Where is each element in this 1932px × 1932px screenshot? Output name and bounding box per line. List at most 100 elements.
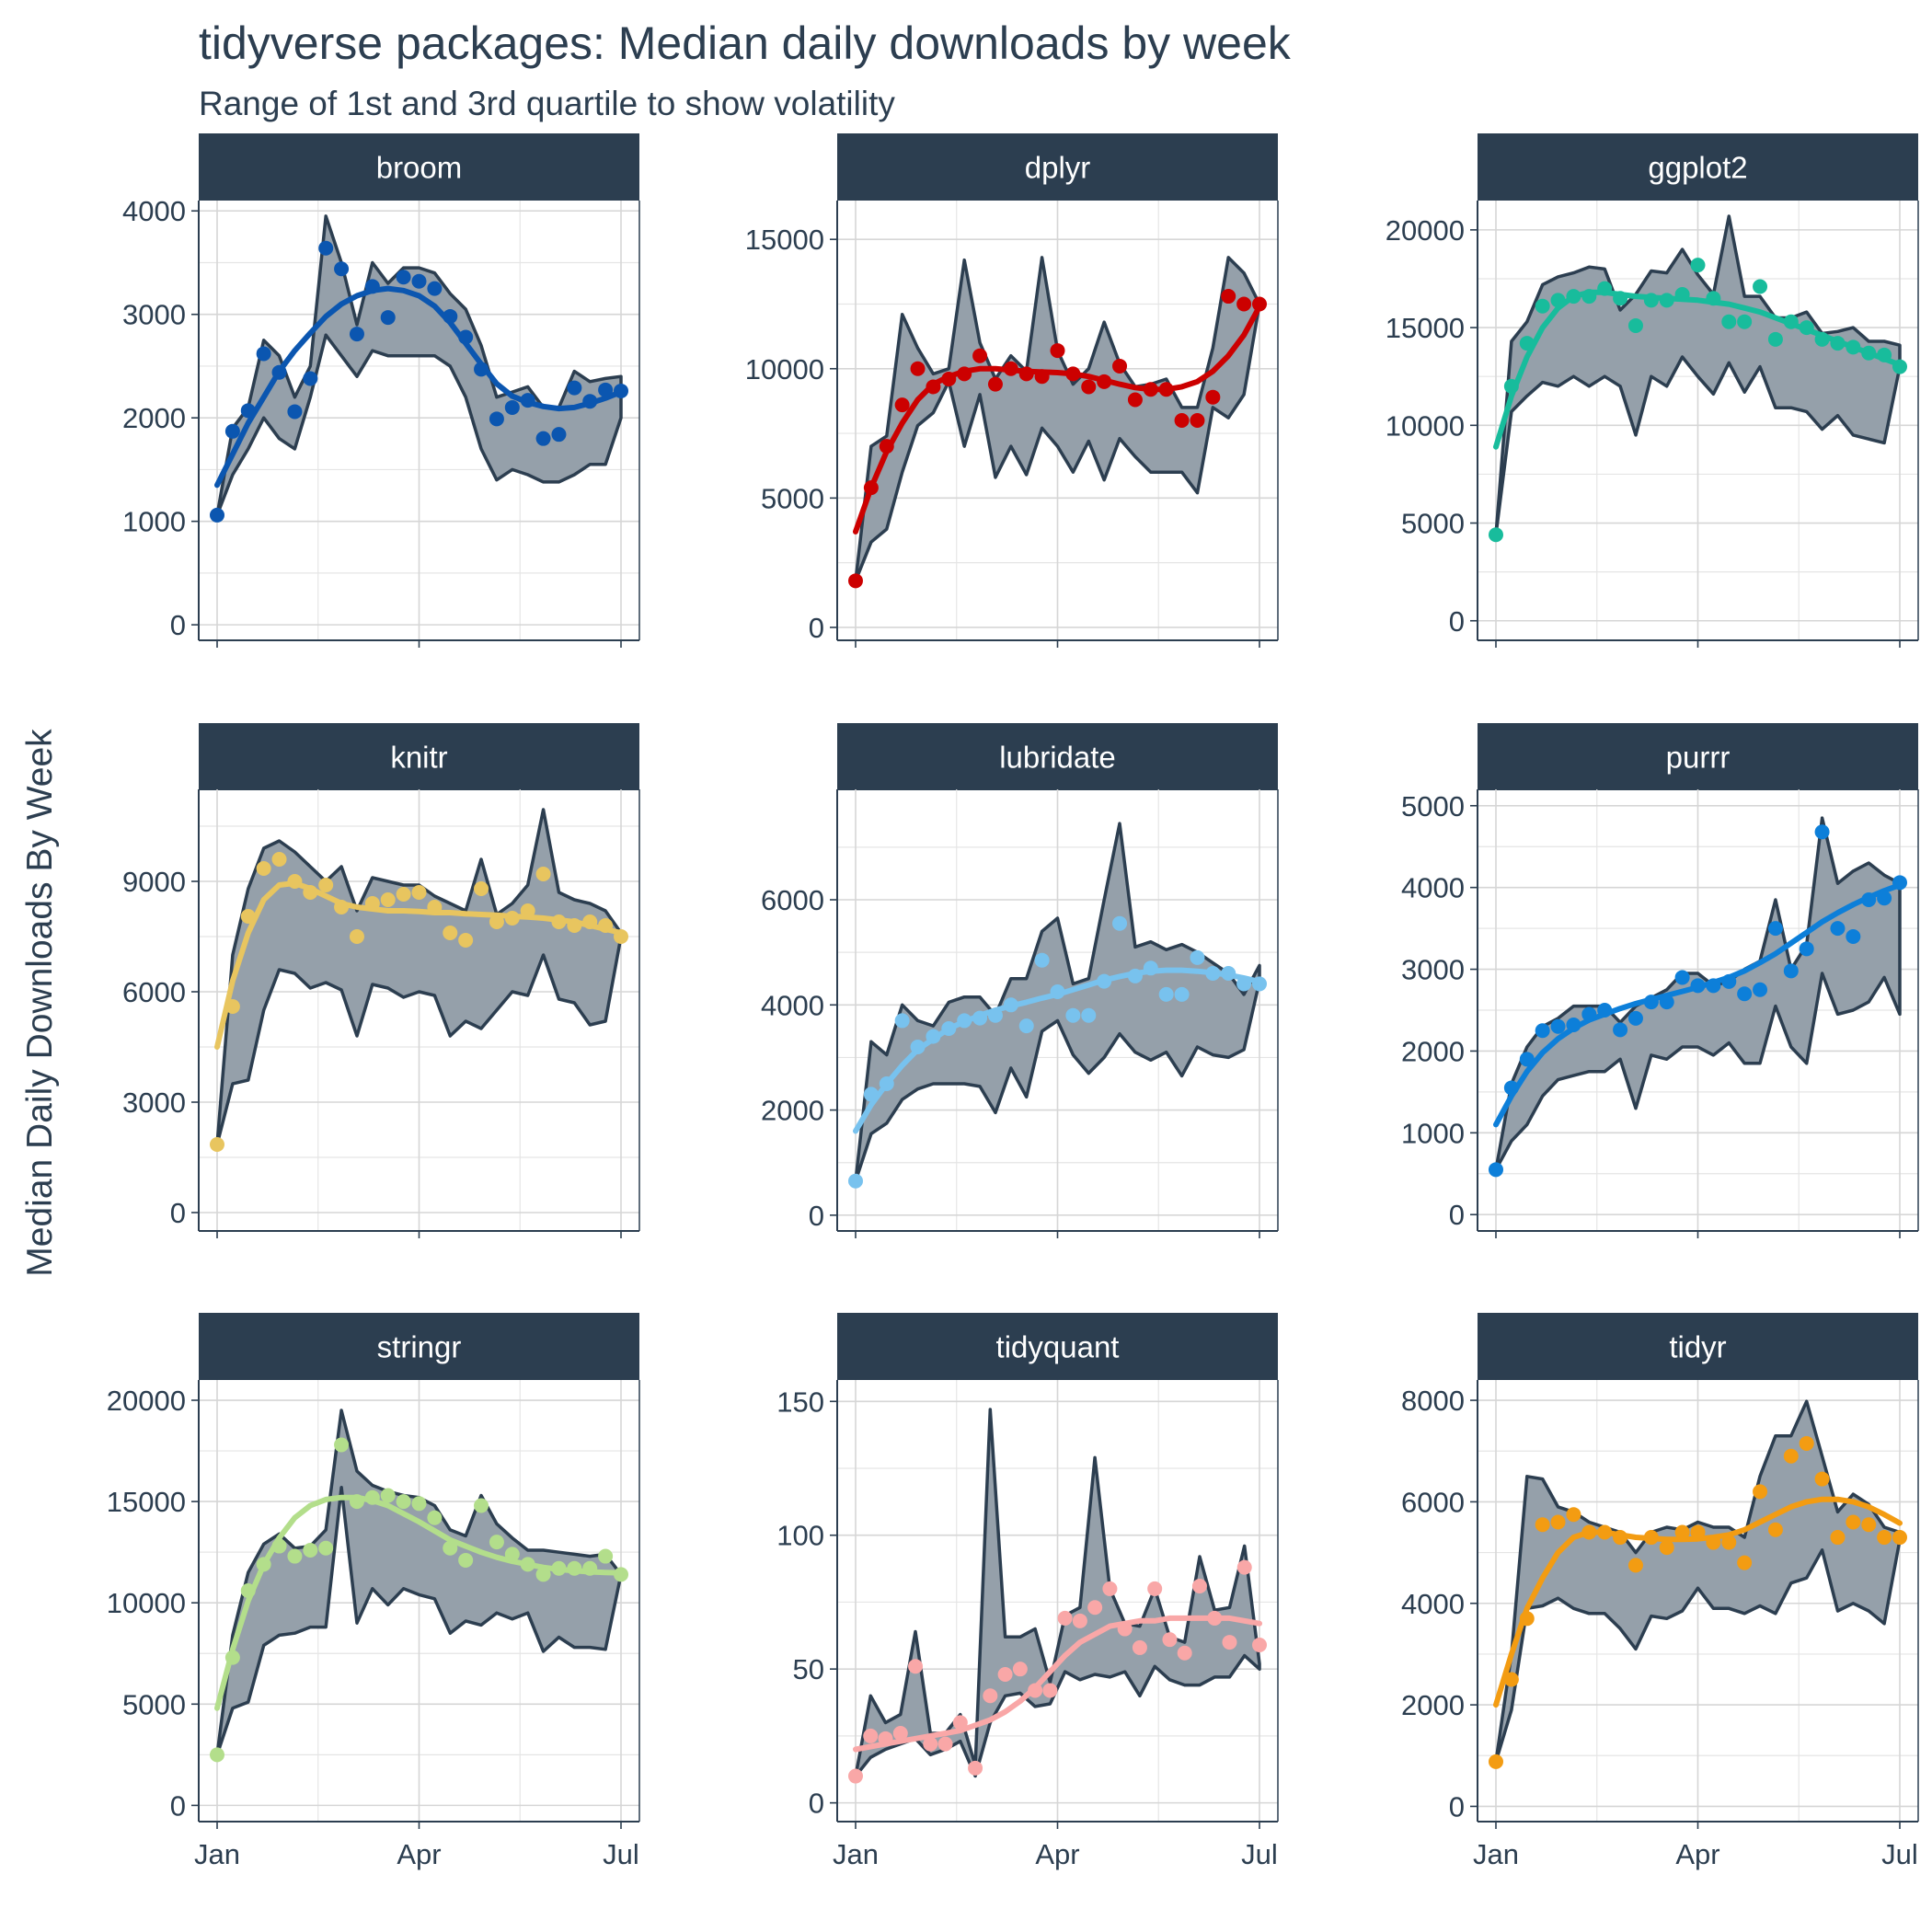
y-tick-label: 10000 <box>745 353 824 385</box>
median-point <box>1627 1558 1643 1573</box>
median-point <box>287 1548 303 1564</box>
facet-strip-ggplot2 <box>1478 133 1918 201</box>
median-point <box>1158 986 1174 1002</box>
median-point <box>1535 298 1550 314</box>
median-point <box>1783 963 1799 979</box>
median-point <box>318 878 334 892</box>
median-point <box>411 885 427 900</box>
median-point <box>380 310 396 326</box>
median-point <box>937 1736 953 1752</box>
median-point <box>1112 915 1128 931</box>
y-tick-label: 2000 <box>1401 1035 1465 1067</box>
median-point <box>598 382 614 397</box>
median-point <box>1814 824 1830 840</box>
facet-strip-lubridate <box>837 723 1278 790</box>
median-point <box>1721 973 1737 989</box>
median-point <box>1846 1514 1861 1530</box>
median-point <box>1065 366 1081 382</box>
y-tick-label: 0 <box>170 1197 186 1229</box>
median-point <box>1143 382 1158 397</box>
median-point <box>443 926 458 940</box>
y-tick-label: 4000 <box>1401 872 1465 904</box>
median-point <box>1830 921 1846 937</box>
x-tick-label: Jul <box>603 1838 639 1870</box>
median-point <box>458 1552 474 1568</box>
median-point <box>1519 336 1535 351</box>
y-tick-label: 2000 <box>122 402 186 434</box>
median-point <box>1028 1683 1043 1698</box>
y-tick-label: 0 <box>170 609 186 641</box>
median-point <box>1737 314 1753 329</box>
median-point <box>1830 336 1846 351</box>
trend-line <box>853 1615 1262 1753</box>
median-point <box>1003 361 1018 376</box>
facet-panel-ggplot2: ggplot2 0 5000 10000 15000 20000 <box>1386 133 1919 648</box>
median-point <box>504 1547 520 1562</box>
median-point <box>1065 1007 1081 1023</box>
median-point <box>551 427 567 443</box>
median-point <box>926 1029 941 1044</box>
median-point <box>878 1731 893 1746</box>
median-point <box>1877 891 1892 906</box>
median-point <box>535 431 551 446</box>
median-point <box>240 909 256 924</box>
median-point <box>1205 389 1221 405</box>
median-point <box>427 900 443 914</box>
median-point <box>1892 875 1907 891</box>
median-point <box>256 1557 271 1572</box>
y-tick-label: 9000 <box>122 866 186 898</box>
median-point <box>968 1760 983 1776</box>
median-point <box>894 397 910 413</box>
y-tick-label: 10000 <box>107 1587 186 1619</box>
median-point <box>1767 921 1783 937</box>
median-point <box>1799 320 1814 336</box>
y-tick-label: 1000 <box>1401 1117 1465 1149</box>
median-point <box>1753 279 1768 294</box>
median-point <box>567 918 582 933</box>
median-point <box>240 403 256 419</box>
median-point <box>1737 986 1753 1002</box>
median-point <box>334 261 350 277</box>
median-point <box>1535 1517 1550 1533</box>
y-tick-label: 0 <box>170 1789 186 1822</box>
median-point <box>1566 289 1581 305</box>
x-tick-label: Apr <box>397 1838 441 1870</box>
median-point <box>1252 1638 1267 1652</box>
x-tick-label: Jan <box>194 1838 240 1870</box>
median-point <box>256 861 271 876</box>
median-point <box>535 867 551 881</box>
median-point <box>458 329 474 345</box>
y-tick-label: 5000 <box>1401 790 1465 822</box>
median-point <box>1690 978 1706 994</box>
median-point <box>1102 1581 1118 1596</box>
median-point <box>1236 1559 1252 1575</box>
facet-panel-dplyr: dplyr 0 5000 10000 15000 <box>745 133 1279 648</box>
median-point <box>334 1437 350 1453</box>
median-point <box>941 372 957 387</box>
median-point <box>349 929 364 944</box>
quartile-band <box>1494 816 1902 1172</box>
median-point <box>1597 281 1613 296</box>
median-point <box>520 1557 535 1572</box>
median-point <box>1581 1006 1597 1022</box>
x-tick-label: Jul <box>1241 1838 1278 1870</box>
trend-line <box>853 304 1262 535</box>
facet-strip-label: dplyr <box>1025 151 1091 185</box>
median-point <box>1519 1611 1535 1627</box>
median-point <box>1034 952 1050 968</box>
median-point <box>1627 1010 1643 1026</box>
facet-strip-label: tidyr <box>1669 1330 1726 1364</box>
median-point <box>396 270 411 285</box>
median-point <box>1597 1003 1613 1018</box>
median-point <box>1706 1535 1721 1550</box>
median-point <box>1706 291 1721 306</box>
median-point <box>910 361 926 376</box>
median-point <box>1613 291 1628 306</box>
median-point <box>396 1494 411 1510</box>
facet-panel-knitr: knitr 0 3000 6000 9000 <box>122 723 640 1238</box>
chart-title: tidyverse packages: Median daily downloa… <box>199 17 1291 69</box>
y-tick-label: 5000 <box>122 1688 186 1720</box>
median-point <box>349 327 364 342</box>
median-point <box>1690 258 1706 273</box>
